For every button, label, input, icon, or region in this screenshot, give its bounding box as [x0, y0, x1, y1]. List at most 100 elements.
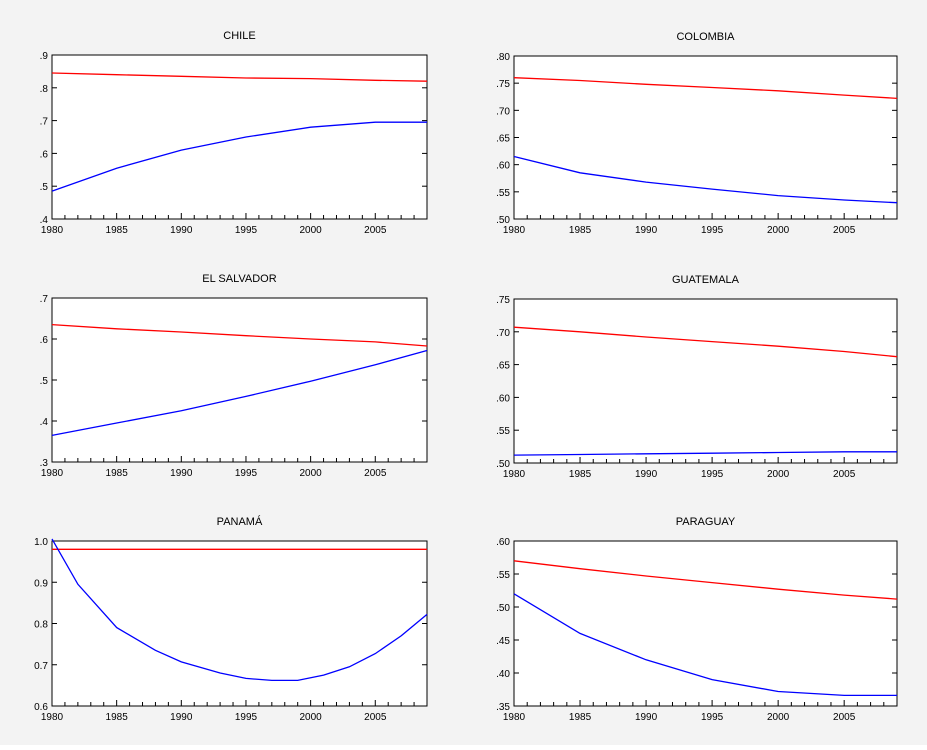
y-tick-label: .55 — [496, 426, 510, 437]
x-tick-label: 2000 — [299, 225, 322, 236]
x-tick-label: 2005 — [364, 712, 387, 723]
x-tick-label: 1985 — [569, 469, 592, 480]
x-tick-label: 2000 — [299, 712, 322, 723]
y-tick-label: .50 — [496, 215, 510, 226]
x-tick-label: 1995 — [701, 469, 724, 480]
plot-area — [51, 540, 428, 707]
x-tick-label: 2005 — [364, 225, 387, 236]
x-tick-label: 1990 — [635, 712, 658, 723]
red-series-line — [51, 72, 428, 82]
x-tick-label: 1980 — [503, 469, 526, 480]
y-tick-label: .70 — [496, 106, 510, 117]
x-tick-label: 1990 — [170, 712, 193, 723]
y-tick-label: .6 — [40, 335, 49, 346]
y-tick-label: .5 — [40, 182, 49, 193]
x-tick-label: 1980 — [41, 225, 64, 236]
y-tick-label: .50 — [496, 459, 510, 470]
x-tick-label: 1985 — [569, 712, 592, 723]
x-tick-label: 2005 — [364, 468, 387, 479]
x-tick-label: 1980 — [41, 712, 64, 723]
y-tick-label: .3 — [40, 458, 49, 469]
red-series-line — [513, 326, 898, 358]
y-tick-label: .55 — [496, 188, 510, 199]
y-tick-label: .75 — [496, 295, 510, 306]
y-tick-label: .45 — [496, 636, 510, 647]
x-tick-label: 2000 — [767, 469, 790, 480]
plot-area — [513, 55, 898, 220]
panel-paraguay: PARAGUAY .35 .40 .45 .50 .55 .60 1980 1985 1990 19… — [496, 516, 898, 723]
x-tick-label: 2000 — [299, 468, 322, 479]
blue-series-line — [513, 593, 897, 697]
y-tick-label: .35 — [496, 702, 510, 713]
y-tick-label: .65 — [496, 361, 510, 372]
y-tick-label: 1.0 — [34, 537, 48, 548]
y-tick-label: .60 — [496, 537, 510, 548]
x-tick-label: 2005 — [833, 225, 856, 236]
y-tick-label: .4 — [40, 215, 49, 226]
y-tick-label: .4 — [40, 417, 49, 428]
red-series-line — [51, 323, 428, 347]
chart-title: PARAGUAY — [676, 516, 736, 528]
plot-area — [513, 540, 898, 707]
x-tick-label: 1995 — [701, 712, 724, 723]
x-tick-label: 1995 — [235, 468, 258, 479]
y-tick-label: .60 — [496, 161, 510, 172]
x-tick-label: 1980 — [503, 712, 526, 723]
x-tick-label: 1980 — [503, 225, 526, 236]
x-tick-label: 1990 — [635, 225, 658, 236]
x-tick-label: 1995 — [235, 712, 258, 723]
y-tick-label: .60 — [496, 393, 510, 404]
x-tick-label: 1980 — [41, 468, 64, 479]
y-tick-label: .6 — [40, 149, 49, 160]
x-tick-label: 1985 — [569, 225, 592, 236]
plot-area — [513, 298, 898, 464]
x-tick-label: 1985 — [106, 225, 129, 236]
blue-series-line — [51, 349, 428, 437]
y-tick-label: 0.8 — [34, 620, 48, 631]
y-tick-label: .7 — [40, 117, 49, 128]
blue-series-line — [513, 451, 897, 456]
x-tick-label: 2005 — [833, 712, 856, 723]
x-tick-label: 2005 — [833, 469, 856, 480]
x-tick-label: 1990 — [170, 225, 193, 236]
chart-title: CHILE — [223, 30, 255, 42]
panel-colombia: COLOMBIA .50 .55 .60 .65 .70 .75 .80 1980 1985 199… — [496, 31, 898, 236]
y-tick-label: .50 — [496, 603, 510, 614]
x-tick-label: 1990 — [170, 468, 193, 479]
y-tick-label: 0.9 — [34, 578, 48, 589]
chart-title: PANAMÁ — [217, 515, 263, 528]
y-tick-label: .65 — [496, 134, 510, 145]
panel-panam: PANAMÁ 0.6 0.7 0.8 0.9 1.0 1980 1985 1990 1995 200… — [34, 515, 428, 723]
blue-series-line — [51, 538, 428, 682]
red-series-line — [513, 560, 898, 600]
x-tick-label: 2000 — [767, 712, 790, 723]
y-tick-label: .9 — [40, 51, 49, 62]
y-tick-label: .7 — [40, 294, 49, 305]
chart-title: GUATEMALA — [672, 274, 740, 286]
blue-series-line — [51, 121, 427, 192]
y-tick-label: 0.7 — [34, 661, 48, 672]
blue-series-line — [513, 155, 898, 204]
y-tick-label: .70 — [496, 328, 510, 339]
y-tick-label: .80 — [496, 52, 510, 63]
panel-chile: CHILE .4 .5 .6 .7 .8 .9 1980 1985 1990 1995 2000 200… — [40, 30, 428, 236]
chart-title: EL SALVADOR — [202, 273, 276, 285]
x-tick-label: 1995 — [235, 225, 258, 236]
plot-area — [51, 297, 428, 463]
y-tick-label: .75 — [496, 79, 510, 90]
chart-title: COLOMBIA — [676, 31, 735, 43]
panel-el-salvador: EL SALVADOR .3 .4 .5 .6 .7 1980 1985 1990 1995 200… — [40, 273, 428, 479]
panel-guatemala: GUATEMALA .50 .55 .60 .65 .70 .75 1980 1985 1990 1… — [496, 274, 898, 480]
plot-area — [51, 54, 428, 220]
y-tick-label: .8 — [40, 84, 49, 95]
x-tick-label: 1995 — [701, 225, 724, 236]
x-tick-label: 1985 — [106, 712, 129, 723]
x-tick-label: 1985 — [106, 468, 129, 479]
x-tick-label: 2000 — [767, 225, 790, 236]
y-tick-label: .40 — [496, 669, 510, 680]
y-tick-label: 0.6 — [34, 702, 48, 713]
y-tick-label: .5 — [40, 376, 49, 387]
y-tick-label: .55 — [496, 570, 510, 581]
